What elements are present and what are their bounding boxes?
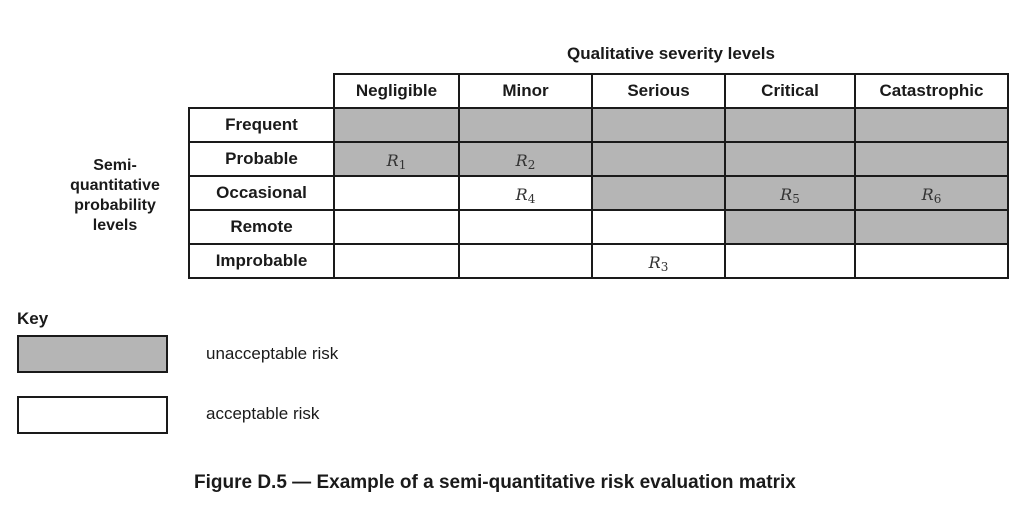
probability-axis-title-line: quantitative xyxy=(70,177,160,194)
risk-index: 2 xyxy=(527,158,536,172)
matrix-cell-unacceptable xyxy=(854,141,1009,177)
acceptable-risk-swatch xyxy=(17,396,168,434)
matrix-cell-unacceptable xyxy=(591,175,726,211)
matrix-cell-unacceptable: R1 xyxy=(333,141,460,177)
risk-index: 4 xyxy=(527,192,536,206)
probability-axis-title: Semi- quantitative probability levels xyxy=(40,156,190,236)
risk-label: R2 xyxy=(515,151,536,172)
probability-axis-title-line: probability xyxy=(74,197,156,214)
matrix-cell-unacceptable xyxy=(854,107,1009,143)
risk-index: 5 xyxy=(792,192,800,206)
probability-row: Probable R1 R2 xyxy=(188,141,1009,177)
risk-index: 6 xyxy=(933,192,942,206)
matrix-cell-unacceptable: R5 xyxy=(724,175,856,211)
figure-caption: Figure D.5 — Example of a semi-quantitat… xyxy=(194,472,796,493)
probability-row-label: Occasional xyxy=(188,175,335,211)
acceptable-risk-label: acceptable risk xyxy=(206,404,320,423)
matrix-cell-unacceptable: R2 xyxy=(458,141,593,177)
severity-header-catastrophic: Catastrophic xyxy=(854,73,1009,109)
matrix-cell-unacceptable xyxy=(724,209,856,245)
risk-letter: R xyxy=(780,185,793,204)
severity-header-row: Negligible Minor Serious Critical Catast… xyxy=(189,73,1009,109)
probability-row: Improbable R3 xyxy=(188,243,1009,279)
matrix-cell-unacceptable xyxy=(591,107,726,143)
matrix-cell-unacceptable xyxy=(591,141,726,177)
matrix-cell-acceptable xyxy=(458,243,593,279)
risk-letter: R xyxy=(515,151,528,170)
probability-row-label: Improbable xyxy=(188,243,335,279)
unacceptable-risk-swatch xyxy=(17,335,168,373)
risk-label: R1 xyxy=(386,151,407,172)
risk-index: 1 xyxy=(398,158,407,172)
matrix-cell-acceptable xyxy=(333,243,460,279)
risk-label: R4 xyxy=(515,185,536,206)
probability-row: Frequent xyxy=(188,107,1009,143)
matrix-cell-unacceptable xyxy=(333,107,460,143)
risk-index: 3 xyxy=(660,260,669,274)
severity-header-minor: Minor xyxy=(458,73,593,109)
risk-evaluation-matrix: Negligible Minor Serious Critical Catast… xyxy=(188,73,1009,279)
matrix-cell-acceptable: R4 xyxy=(458,175,593,211)
matrix-cell-unacceptable: R6 xyxy=(854,175,1009,211)
matrix-cell-unacceptable xyxy=(724,107,856,143)
unacceptable-risk-label: unacceptable risk xyxy=(206,344,339,363)
risk-letter: R xyxy=(921,185,934,204)
matrix-cell-acceptable xyxy=(854,243,1009,279)
probability-row: Occasional R4 R5 R6 xyxy=(188,175,1009,211)
probability-row-label: Remote xyxy=(188,209,335,245)
matrix-corner xyxy=(189,74,334,108)
severity-header-critical: Critical xyxy=(724,73,856,109)
severity-header-serious: Serious xyxy=(591,73,726,109)
matrix-cell-acceptable xyxy=(591,209,726,245)
matrix-cell-acceptable xyxy=(458,209,593,245)
probability-axis-title-line: Semi- xyxy=(93,157,137,174)
severity-axis-title: Qualitative severity levels xyxy=(567,44,775,63)
risk-letter: R xyxy=(515,185,528,204)
matrix-cell-acceptable: R3 xyxy=(591,243,726,279)
risk-letter: R xyxy=(648,253,661,272)
matrix-cell-acceptable xyxy=(724,243,856,279)
probability-row-label: Frequent xyxy=(188,107,335,143)
matrix-cell-unacceptable xyxy=(724,141,856,177)
severity-header-negligible: Negligible xyxy=(333,73,460,109)
matrix-cell-acceptable xyxy=(333,209,460,245)
probability-row: Remote xyxy=(188,209,1009,245)
key-title: Key xyxy=(17,309,49,328)
matrix-cell-unacceptable xyxy=(458,107,593,143)
probability-row-label: Probable xyxy=(188,141,335,177)
probability-axis-title-line: levels xyxy=(92,217,138,234)
risk-label: R5 xyxy=(780,185,800,206)
risk-label: R3 xyxy=(648,253,669,274)
risk-letter: R xyxy=(386,151,399,170)
matrix-cell-unacceptable xyxy=(854,209,1009,245)
matrix-cell-acceptable xyxy=(333,175,460,211)
risk-label: R6 xyxy=(921,185,942,206)
